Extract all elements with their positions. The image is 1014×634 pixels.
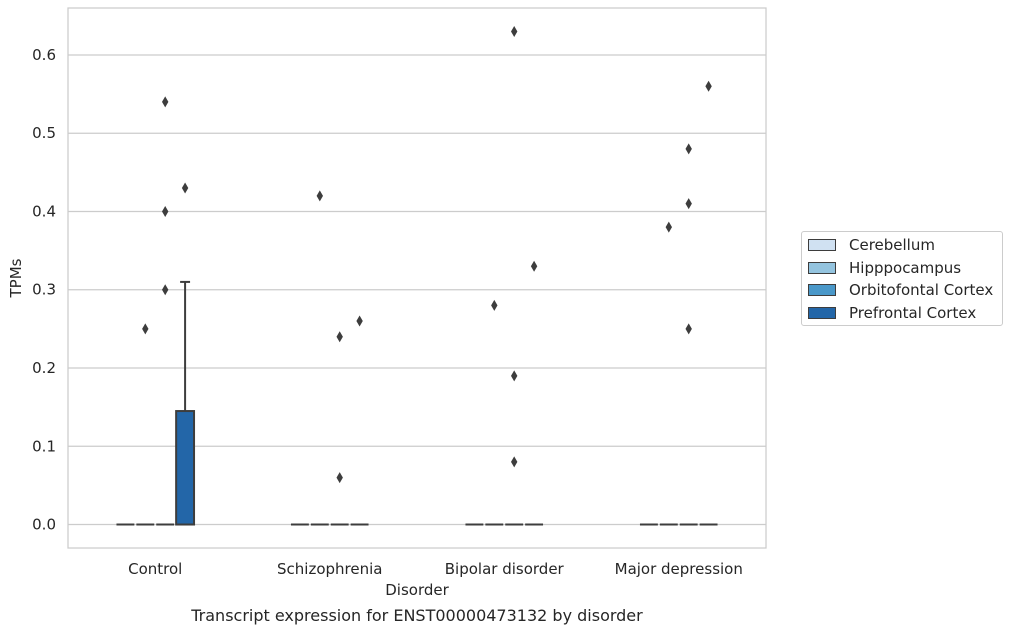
legend-swatch: [808, 284, 836, 296]
x-tick-label: Major depression: [615, 560, 743, 578]
legend-item-hippocampus: Hipppocampus: [808, 257, 961, 279]
box: [175, 410, 196, 526]
legend-swatch: [808, 307, 836, 319]
y-tick-labels: 0.0 0.1 0.2 0.3 0.4 0.5 0.6: [32, 46, 56, 534]
x-tick-label: Control: [128, 560, 182, 578]
outlier-point: [161, 205, 169, 217]
legend: Cerebellum Hipppocampus Orbitofontal Cor…: [801, 231, 1003, 326]
outlier-point: [336, 472, 343, 484]
outlier-point: [336, 331, 343, 343]
outlier-point: [161, 284, 169, 296]
legend-label: Hipppocampus: [849, 259, 962, 277]
legend-swatch: [808, 262, 836, 274]
outlier-point: [491, 299, 498, 311]
outlier-point: [142, 323, 149, 335]
plot-area-frame: [67, 7, 767, 549]
gridlines: [68, 54, 766, 526]
outlier-point: [685, 323, 692, 335]
outlier-point: [685, 143, 692, 155]
x-tick-labels: Control Schizophrenia Bipolar disorder Majo…: [128, 560, 743, 578]
y-axis-label: TPMs: [7, 258, 25, 298]
outliers: [142, 25, 712, 484]
y-tick-label: 0.0: [32, 516, 56, 534]
legend-label: Cerebellum: [849, 236, 935, 254]
outlier-point: [510, 25, 518, 37]
y-tick-label: 0.3: [32, 281, 56, 299]
x-tick-label: Bipolar disorder: [445, 560, 565, 578]
outlier-point: [685, 198, 692, 210]
y-tick-label: 0.2: [32, 359, 56, 377]
x-axis-label: Disorder: [385, 581, 449, 599]
boxes: [116, 280, 718, 526]
outlier-point: [510, 456, 518, 468]
outlier-point: [181, 182, 189, 194]
y-tick-label: 0.1: [32, 437, 56, 455]
legend-item-orbitofontal-cortex: Orbitofontal Cortex: [808, 279, 993, 301]
outlier-point: [705, 80, 712, 92]
outlier-point: [665, 221, 673, 233]
outlier-point: [510, 370, 518, 382]
legend-item-cerebellum: Cerebellum: [808, 234, 935, 256]
y-tick-label: 0.4: [32, 202, 56, 220]
outlier-point: [530, 260, 538, 272]
y-tick-label: 0.5: [32, 124, 56, 142]
legend-swatch: [808, 239, 836, 251]
outlier-point: [161, 96, 169, 108]
y-tick-label: 0.6: [32, 46, 56, 64]
legend-item-prefrontal-cortex: Prefrontal Cortex: [808, 302, 976, 324]
legend-label: Prefrontal Cortex: [849, 304, 977, 322]
outlier-point: [316, 190, 324, 202]
x-tick-label: Schizophrenia: [277, 560, 382, 578]
legend-label: Orbitofontal Cortex: [849, 281, 994, 299]
chart-caption: Transcript expression for ENST0000047313…: [191, 606, 643, 625]
outlier-point: [356, 315, 363, 327]
